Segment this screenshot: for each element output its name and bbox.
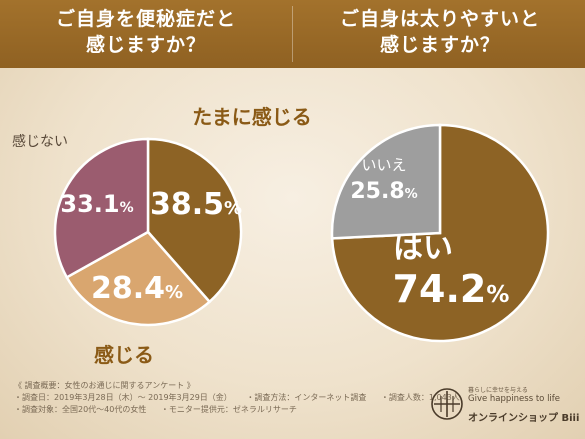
pie1-slice-1 [146, 137, 243, 304]
right-title-line2: 感じますか？ [379, 34, 500, 56]
survey-monitor: ・モニター提供元：ゼネラルリサーチ [160, 405, 297, 414]
left-question-title: ご自身を便秘症だと 感じますか？ [6, 6, 286, 58]
pie2-value-label-1: 74.2% [393, 267, 510, 311]
right-title-line1: ご自身は太りやすいと [339, 8, 540, 30]
brand-small-text: 暮らしに幸せを与える [468, 387, 528, 394]
brand-block: 暮らしに幸せを与える Give happiness to life オンラインシ… [430, 383, 580, 431]
pie1-value-label-3: 33.1% [60, 190, 133, 218]
pie2-slice-2 [330, 123, 442, 240]
pie1-value-label-1: 38.5% [150, 187, 242, 222]
pie1-category-label-1: たまに感じる [192, 105, 311, 129]
survey-target: ・調査対象：全国20代～40代の女性 [14, 405, 147, 414]
survey-count: ・調査人数：1,043人 [380, 393, 460, 402]
pie2-category-label-1: はい [393, 231, 453, 266]
left-title-line1: ご自身を便秘症だと [55, 8, 236, 30]
survey-notes: 《 調査概要：女性のお通じに関するアンケート 》 ・調査日：2019年3月28日… [14, 380, 472, 416]
survey-period: ・調査日：2019年3月28日（木）～ 2019年3月29日（金） [14, 393, 232, 402]
survey-method: ・調査方法：インターネット調査 [246, 393, 367, 402]
header-divider [292, 6, 293, 62]
pie1-slice-3 [53, 137, 150, 280]
brand-tagline: Give happiness to life [468, 394, 561, 404]
pie2-value-label-2: 25.8% [350, 179, 417, 204]
header-bar: ご自身を便秘症だと 感じますか？ ご自身は太りやすいと 感じますか？ [0, 0, 585, 68]
biii-logo-icon [431, 388, 463, 420]
pie1-slice-2 [65, 230, 212, 327]
pie1-category-label-3: 感じない [12, 133, 68, 150]
right-question-title: ご自身は太りやすいと 感じますか？ [300, 6, 580, 58]
pie1-value-label-2: 28.4% [91, 271, 183, 306]
pie2-category-label-2: いいえ [361, 156, 406, 174]
survey-summary: 《 調査概要：女性のお通じに関するアンケート 》 [14, 381, 195, 390]
left-title-line2: 感じますか？ [85, 34, 206, 56]
pie1-category-label-2: 感じる [94, 343, 154, 367]
brand-shop-name: オンラインショップ Biii [468, 413, 580, 424]
